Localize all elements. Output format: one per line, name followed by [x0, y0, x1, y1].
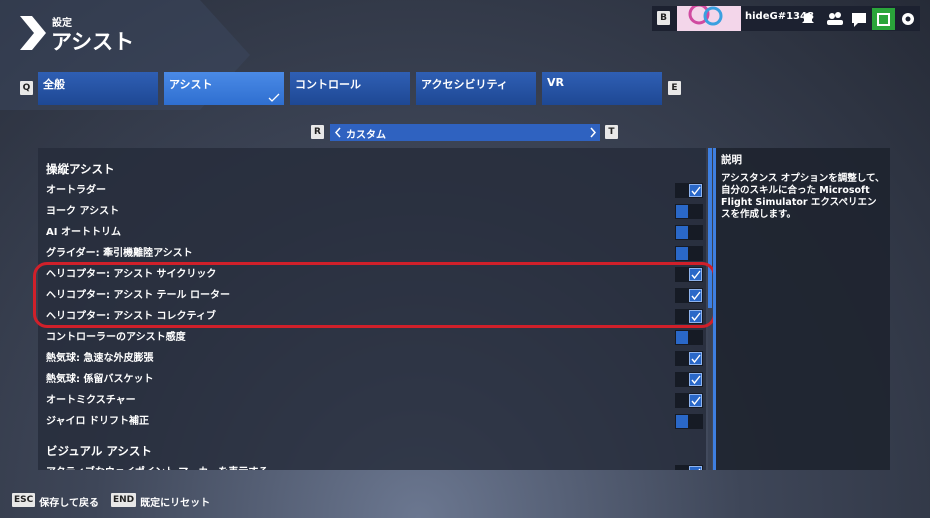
key-hint: E	[668, 81, 681, 95]
toggle[interactable]	[675, 393, 703, 408]
toggle-off[interactable]	[676, 415, 688, 428]
setting-label: ジャイロ ドリフト補正	[46, 416, 149, 427]
setting-label: コントローラーのアシスト感度	[46, 332, 186, 343]
setting-label: AI オートトリム	[46, 227, 121, 238]
toggle[interactable]	[675, 246, 703, 261]
toggle-on[interactable]	[689, 352, 702, 365]
preset-selector[interactable]: カスタム	[330, 124, 600, 141]
tab-label: VR	[547, 76, 564, 89]
description-text: アシスタンス オプションを調整して、自分のスキルに合った Microsoft F…	[721, 173, 885, 220]
toggle[interactable]	[675, 372, 703, 387]
toggle-off[interactable]	[676, 331, 688, 344]
key-hint: R	[311, 125, 324, 139]
toggle-on[interactable]	[689, 373, 702, 386]
setting-label: オートラダー	[46, 185, 106, 196]
header-title: アシスト	[51, 30, 135, 54]
toggle-on[interactable]	[689, 394, 702, 407]
tab[interactable]: 全般	[38, 72, 158, 105]
setting-label: グライダー: 牽引機離陸アシスト	[46, 248, 193, 259]
key-hint: Q	[20, 81, 33, 95]
setting-label: ヘリコプター: アシスト コレクティブ	[46, 311, 216, 322]
toggle-on[interactable]	[689, 466, 702, 470]
toggle[interactable]	[675, 183, 703, 198]
toolbar-icons[interactable]	[800, 7, 920, 31]
setting-label: ヘリコプター: アシスト サイクリック	[46, 269, 217, 280]
setting-label: オートミクスチャー	[46, 395, 136, 406]
toggle-off[interactable]	[676, 226, 688, 239]
section-title: 操縦アシスト	[46, 162, 115, 176]
tab-label: アシスト	[169, 78, 213, 91]
tab-label: アクセシビリティ	[421, 78, 508, 91]
toggle[interactable]	[675, 465, 703, 470]
toggle-off[interactable]	[676, 205, 688, 218]
toggle-on[interactable]	[689, 184, 702, 197]
setting-label: 熱気球: 急速な外皮膨張	[46, 353, 154, 364]
preset-label: カスタム	[346, 130, 386, 141]
toggle-off[interactable]	[676, 247, 688, 260]
footer-action[interactable]: 保存して戻る	[39, 498, 99, 509]
description-panel: 説明 アシスタンス オプションを調整して、自分のスキルに合った Microsof…	[713, 148, 890, 470]
key-hint: B	[657, 11, 670, 25]
toggle[interactable]	[675, 288, 703, 303]
tab-label: 全般	[43, 78, 65, 91]
tab[interactable]: コントロール	[290, 72, 410, 105]
description-title: 説明	[721, 154, 742, 166]
settings-list: 操縦アシスト オートラダーヨーク アシスト AI オートトリムグライダー: 牽引機離…	[38, 148, 706, 470]
toggle[interactable]	[675, 204, 703, 219]
toggle-on[interactable]	[689, 289, 702, 302]
footer-action[interactable]: 既定にリセット	[140, 498, 211, 509]
key-hint: END	[110, 493, 137, 507]
tab[interactable]: アクセシビリティ	[416, 72, 536, 105]
tab-label: コントロール	[295, 78, 361, 91]
section-title: ビジュアル アシスト	[46, 444, 152, 458]
toggle-on[interactable]	[689, 310, 702, 323]
key-hint: T	[605, 125, 618, 139]
key-hint: ESC	[12, 493, 36, 507]
setting-label: 熱気球: 係留バスケット	[46, 374, 154, 385]
toggle[interactable]	[675, 267, 703, 282]
toggle[interactable]	[675, 309, 703, 324]
setting-label: アクティブなウェイポイント マーカーを表示する	[46, 462, 268, 470]
toggle[interactable]	[675, 414, 703, 429]
toggle[interactable]	[675, 330, 703, 345]
scrollbar[interactable]	[708, 148, 712, 470]
toggle-on[interactable]	[689, 268, 702, 281]
tab[interactable]: VR	[542, 72, 662, 105]
user-name: hideG#1348	[745, 11, 814, 22]
toggle[interactable]	[675, 351, 703, 366]
toggle[interactable]	[675, 225, 703, 240]
header-section: 設定	[52, 18, 72, 29]
tab[interactable]: アシスト	[164, 72, 284, 105]
highlight-annotation	[33, 262, 716, 328]
avatar[interactable]	[677, 6, 741, 31]
setting-label: ヘリコプター: アシスト テール ローター	[46, 290, 231, 301]
setting-label: ヨーク アシスト	[46, 206, 120, 217]
